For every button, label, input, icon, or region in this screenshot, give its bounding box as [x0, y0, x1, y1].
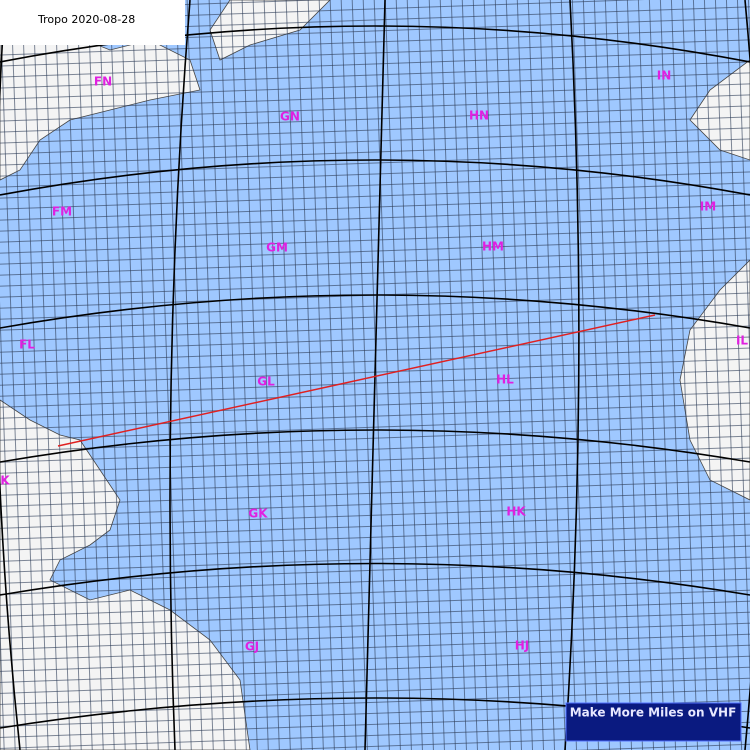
field-label: GN	[280, 110, 300, 124]
banner-box	[565, 702, 742, 742]
field-label: FN	[94, 75, 112, 89]
tropo-path	[57, 314, 656, 447]
field-label: GK	[248, 507, 268, 521]
title-box	[0, 0, 185, 45]
field-label: GL	[257, 375, 275, 389]
banner: Make More Miles on VHF	[570, 706, 737, 720]
field-label: HM	[482, 240, 504, 254]
field-label: GJ	[245, 640, 259, 654]
field-label: HJ	[515, 639, 530, 653]
field-label: HK	[506, 505, 526, 519]
field-label: HN	[469, 109, 489, 123]
field-label: GM	[266, 241, 288, 255]
field-label: HL	[496, 373, 514, 387]
field-label: FM	[52, 205, 72, 219]
field-label: IM	[700, 200, 716, 214]
field-label: IN	[657, 69, 672, 83]
field-label: FL	[19, 338, 35, 352]
title: Tropo 2020-08-28	[37, 13, 135, 26]
field-label: IL	[736, 334, 748, 348]
field-labels: FN GN HN IN FM GM HM IM FL GL HL IL K GK HK GJ HJ	[0, 69, 748, 654]
field-label: K	[0, 474, 10, 488]
